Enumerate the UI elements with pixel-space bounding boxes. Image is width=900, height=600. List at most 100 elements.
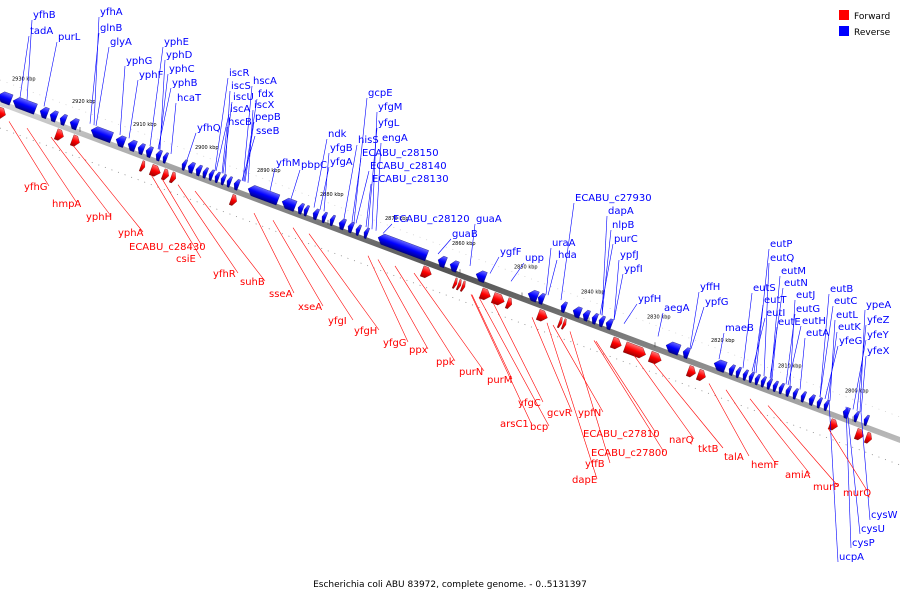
forward-gene-block bbox=[478, 287, 491, 301]
forward-gene-block bbox=[0, 106, 6, 119]
gene-label-guab: guaB bbox=[452, 229, 478, 240]
gene-label-ndk: ndk bbox=[328, 129, 347, 140]
gene-label-isca: iscA bbox=[230, 104, 250, 115]
forward-gene-block bbox=[455, 279, 462, 291]
reverse-leader-line bbox=[244, 121, 255, 182]
reverse-gene-block bbox=[792, 388, 799, 400]
forward-leader-line bbox=[194, 190, 266, 282]
forward-leader-line bbox=[767, 405, 839, 487]
gene-label-eutm: eutM bbox=[781, 266, 806, 277]
reverse-gene-block bbox=[728, 364, 736, 376]
gene-label-dape: dapE bbox=[572, 475, 597, 486]
forward-leader-line bbox=[413, 272, 485, 372]
reverse-leader-line bbox=[785, 313, 796, 385]
gene-label-narq: narQ bbox=[669, 435, 694, 446]
reverse-gene-block bbox=[754, 373, 761, 386]
gene-label-ecabu-c27800: ECABU_c27800 bbox=[591, 448, 668, 459]
reverse-gene-block bbox=[220, 174, 227, 186]
reverse-leader-line bbox=[222, 101, 233, 174]
legend-forward-swatch bbox=[839, 10, 849, 20]
forward-gene-block bbox=[160, 168, 169, 181]
gene-label-sseb: sseB bbox=[256, 126, 280, 137]
reverse-gene-block bbox=[281, 197, 298, 212]
reverse-gene-block bbox=[713, 359, 728, 373]
reverse-gene-block bbox=[59, 114, 68, 126]
gene-label-eute: eutE bbox=[778, 317, 801, 328]
tick-label-2860-kbp: 2860 kbp bbox=[452, 241, 476, 247]
gene-label-pbpc: pbpC bbox=[301, 160, 327, 171]
gene-label-ecabu-c28140: ECABU_c28140 bbox=[370, 161, 447, 172]
forward-gene-block bbox=[148, 164, 161, 177]
forward-leader-line bbox=[177, 184, 239, 274]
gene-label-yfgh: yfgH bbox=[354, 326, 377, 337]
reverse-gene-block bbox=[115, 135, 127, 148]
reverse-leader-line bbox=[690, 306, 705, 349]
reverse-gene-block bbox=[363, 227, 370, 239]
reverse-gene-block bbox=[226, 176, 233, 188]
reverse-leader-line bbox=[547, 259, 558, 296]
legend-reverse-swatch bbox=[839, 26, 849, 36]
gene-label-nlpb: nlpB bbox=[612, 220, 634, 231]
reverse-gene-block bbox=[537, 293, 546, 305]
forward-leader-line bbox=[492, 302, 544, 403]
reverse-gene-block bbox=[778, 382, 785, 395]
reverse-leader-line bbox=[221, 126, 228, 174]
gene-label-ppx: ppx bbox=[409, 345, 428, 356]
reverse-leader-line bbox=[860, 355, 867, 413]
gene-label-yphc: yphC bbox=[169, 64, 195, 75]
reverse-leader-line bbox=[119, 65, 126, 135]
gene-label-gcpe: gcpE bbox=[368, 88, 393, 99]
gene-label-euti: eutI bbox=[766, 308, 785, 319]
forward-leader-line bbox=[72, 145, 144, 233]
gene-label-csie: csiE bbox=[176, 254, 196, 265]
gene-label-eutq: eutQ bbox=[770, 253, 794, 264]
reverse-gene-block bbox=[665, 341, 682, 356]
reverse-leader-line bbox=[43, 41, 58, 107]
gene-label-yphb: yphB bbox=[172, 78, 198, 89]
gene-label-yfgg: yfgG bbox=[383, 338, 407, 349]
gene-label-cysu: cysU bbox=[861, 524, 885, 535]
gene-label-cysw: cysW bbox=[871, 510, 898, 521]
gene-label-glya: glyA bbox=[110, 37, 132, 48]
tick-label-2870-kbp: 2870 kbp bbox=[385, 216, 409, 222]
gene-label-hsca: hscA bbox=[253, 76, 277, 87]
reverse-gene-block bbox=[247, 185, 281, 206]
reverse-leader-line bbox=[243, 98, 258, 182]
gene-label-cysp: cysP bbox=[852, 538, 875, 549]
reverse-gene-block bbox=[187, 162, 196, 174]
reverse-leader-line bbox=[89, 32, 100, 124]
gene-label-yfgb: yfgB bbox=[330, 143, 353, 154]
reverse-gene-block bbox=[312, 208, 320, 221]
forward-leader-line bbox=[26, 127, 78, 204]
gene-label-yfeg: yfeG bbox=[839, 336, 862, 347]
reverse-leader-line bbox=[545, 247, 552, 295]
reverse-leader-line bbox=[601, 229, 612, 316]
tick-label-2880-kbp: 2880 kbp bbox=[320, 192, 344, 198]
reverse-leader-line bbox=[613, 273, 624, 320]
reverse-gene-block bbox=[137, 143, 146, 156]
gene-label-suhb: suhB bbox=[240, 277, 265, 288]
forward-leader-line bbox=[292, 227, 354, 321]
forward-leader-line bbox=[531, 317, 573, 413]
reverse-leader-line bbox=[829, 319, 836, 401]
gene-label-eutp: eutP bbox=[770, 239, 792, 250]
genome-backbone bbox=[0, 100, 900, 443]
gene-features bbox=[0, 91, 872, 444]
reverse-gene-block bbox=[823, 399, 830, 412]
reverse-gene-block bbox=[355, 224, 362, 236]
gene-label-eutj: eutJ bbox=[796, 290, 815, 301]
forward-gene-block bbox=[459, 280, 466, 292]
tick-label-2890-kbp: 2890 kbp bbox=[257, 168, 281, 174]
reverse-leader-line bbox=[560, 202, 575, 301]
forward-leader-line bbox=[652, 362, 724, 449]
forward-leader-line bbox=[394, 265, 456, 362]
tick-label-2850-kbp: 2850 kbp bbox=[514, 264, 538, 270]
reverse-gene-block bbox=[202, 167, 209, 179]
gene-label-ecabu-c28150: ECABU_c28150 bbox=[362, 148, 439, 159]
reverse-leader-line bbox=[323, 152, 330, 212]
reverse-gene-block bbox=[162, 152, 169, 164]
reverse-gene-block bbox=[475, 270, 488, 283]
reverse-gene-block bbox=[214, 171, 221, 184]
forward-gene-block bbox=[228, 194, 237, 206]
